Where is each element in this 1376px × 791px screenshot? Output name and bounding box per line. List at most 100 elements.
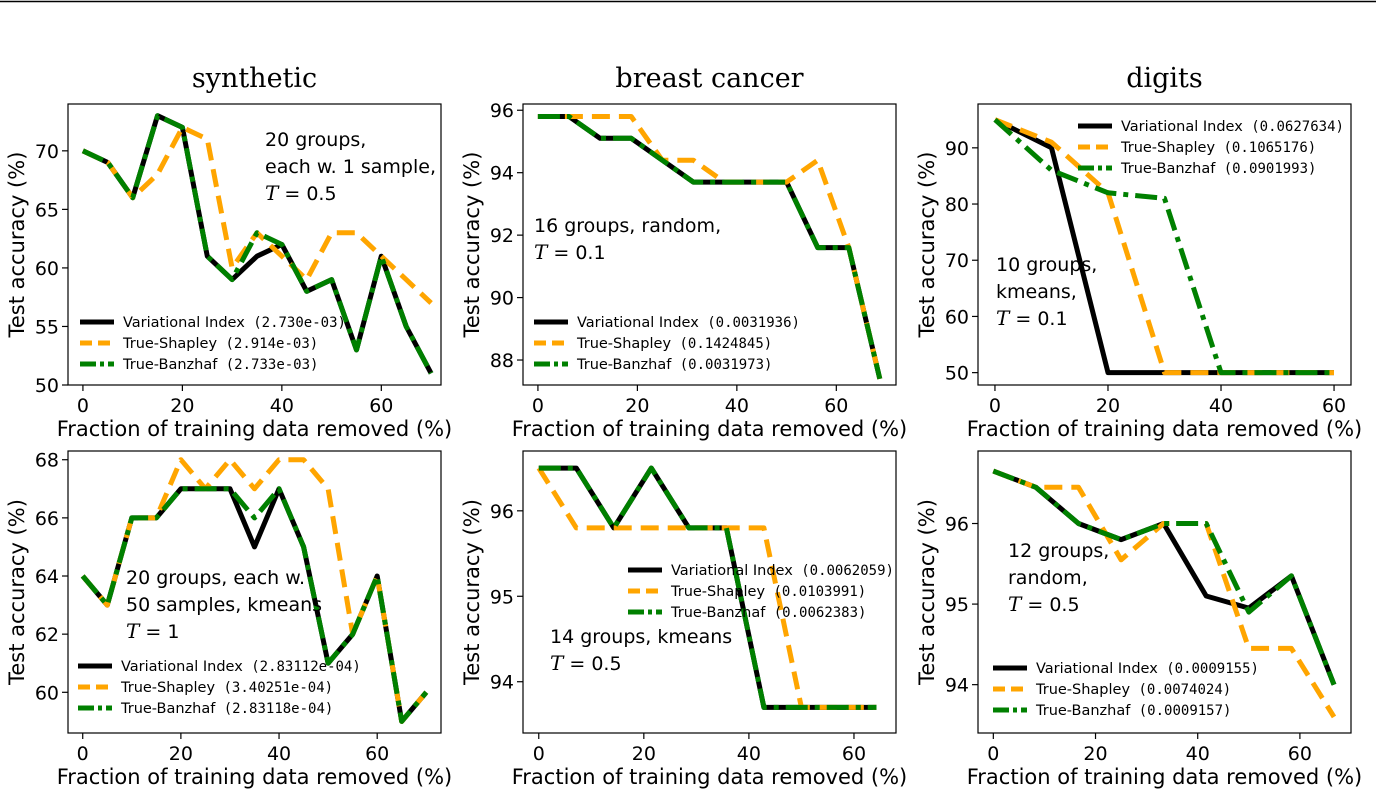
annotation-threshold: T = 0.5 — [265, 181, 337, 205]
y-tick-label: 60 — [35, 258, 59, 280]
x-axis-label: Fraction of training data removed (%) — [512, 765, 908, 789]
x-tick-label: 0 — [987, 743, 999, 765]
threshold-symbol: T — [550, 651, 565, 675]
annotation-text: 12 groups, — [1008, 540, 1109, 562]
y-axis-label: Test accuracy (%) — [915, 152, 939, 339]
y-axis-label: Test accuracy (%) — [5, 499, 29, 686]
legend-entry: True-Banzhaf (0.0009157) — [1035, 703, 1231, 719]
axes-frame — [977, 450, 1352, 734]
threshold-value: = 0.1 — [1009, 308, 1067, 330]
series-line-true-banzhaf — [538, 465, 877, 710]
x-tick-label: 20 — [632, 743, 656, 765]
y-tick-label: 94 — [945, 675, 969, 697]
x-tick-label: 60 — [1288, 743, 1312, 765]
y-tick-label: 96 — [490, 501, 514, 523]
legend-series-value: (0.1424845) — [671, 336, 772, 352]
y-tick-label: 94 — [490, 163, 514, 185]
legend-entry: True-Banzhaf (2.733e-03) — [122, 357, 318, 373]
axes-frame — [67, 103, 442, 386]
legend-series-name: True-Banzhaf — [122, 357, 218, 373]
annotation-text: random, — [1008, 567, 1088, 589]
x-tick-label: 0 — [77, 743, 89, 765]
y-axis-label: Test accuracy (%) — [460, 152, 484, 339]
y-tick-label: 62 — [35, 624, 59, 646]
x-tick-label: 60 — [1322, 395, 1346, 417]
threshold-value: = 0.5 — [1021, 594, 1079, 616]
x-tick-label: 20 — [170, 395, 194, 417]
x-tick-label: 20 — [169, 743, 193, 765]
legend-entry: Variational Index (0.0009155) — [1036, 661, 1259, 677]
legend-series-value: (0.0031936) — [699, 315, 800, 331]
threshold-value: = 0.5 — [278, 183, 336, 205]
threshold-symbol: T — [1008, 592, 1023, 616]
x-tick-label: 40 — [1209, 395, 1233, 417]
x-tick-label: 0 — [533, 743, 545, 765]
legend-series-value: (0.0009155) — [1158, 661, 1259, 677]
legend-entry: True-Shapley (0.0103991) — [670, 584, 866, 600]
x-axis-label: Fraction of training data removed (%) — [57, 765, 453, 789]
legend-series-value: (2.733e-03) — [217, 357, 318, 373]
threshold-value: = 0.1 — [547, 242, 605, 264]
x-axis-label: Fraction of training data removed (%) — [512, 417, 908, 441]
x-tick-label: 40 — [1186, 743, 1210, 765]
series-line-variational-index — [993, 117, 1334, 376]
legend-series-name: True-Banzhaf — [1035, 703, 1131, 719]
legend-series-name: True-Shapley — [670, 584, 765, 600]
threshold-value: = 0.5 — [563, 653, 621, 675]
y-tick-label: 80 — [945, 194, 969, 216]
legend-entry: Variational Index (0.0031936) — [577, 315, 800, 331]
legend-series-name: True-Banzhaf — [120, 701, 216, 717]
subplot-5: 0 20 40 60 94 95 96 Fraction of training data r… — [460, 450, 908, 789]
x-tick-label: 40 — [267, 743, 291, 765]
y-tick-label: 95 — [945, 594, 969, 616]
legend-series-name: Variational Index — [577, 315, 699, 331]
x-tick-label: 40 — [725, 395, 749, 417]
legend-entry: True-Banzhaf (0.0901993) — [1120, 161, 1316, 177]
series-line-variational-index — [81, 113, 434, 375]
subplot-title: synthetic — [192, 63, 317, 94]
legend-series-value: (0.0074024) — [1130, 682, 1231, 698]
x-tick-label: 20 — [1083, 743, 1107, 765]
legend-entry: True-Shapley (3.40251e-04) — [120, 680, 333, 696]
series-line-true-banzhaf — [993, 117, 1334, 376]
annotation-text: 14 groups, kmeans — [550, 626, 732, 648]
x-axis-label: Fraction of training data removed (%) — [57, 417, 453, 441]
legend-entry: Variational Index (2.730e-03) — [123, 315, 346, 331]
y-tick-label: 66 — [35, 508, 59, 530]
y-axis-label: Test accuracy (%) — [5, 152, 29, 339]
axes-frame — [977, 103, 1352, 386]
x-axis-label: Fraction of training data removed (%) — [967, 765, 1363, 789]
legend-entry: True-Shapley (2.914e-03) — [122, 336, 318, 352]
legend-series-name: True-Shapley — [122, 336, 217, 352]
annotation-text: 20 groups, each w. — [126, 567, 305, 589]
threshold-value: = 1 — [139, 621, 179, 643]
series-line-true-shapley — [81, 124, 433, 305]
subplot-1: synthetic 0 20 40 60 50 55 60 65 70 Fraction of tr… — [5, 63, 452, 441]
annotation-threshold: T = 0.1 — [996, 306, 1068, 330]
legend-series-value: (2.730e-03) — [245, 315, 346, 331]
y-tick-label: 50 — [35, 375, 59, 397]
y-tick-label: 65 — [35, 199, 59, 221]
x-tick-label: 40 — [270, 395, 294, 417]
annotation-text: each w. 1 sample, — [265, 156, 436, 178]
x-tick-label: 60 — [369, 395, 393, 417]
legend-entry: True-Shapley (0.0074024) — [1035, 682, 1231, 698]
annotation-threshold: T = 0.5 — [550, 651, 622, 675]
y-tick-label: 60 — [35, 682, 59, 704]
legend-series-value: (0.0031973) — [671, 357, 772, 373]
y-tick-label: 96 — [945, 514, 969, 536]
legend-series-name: True-Shapley — [1035, 682, 1130, 698]
legend-series-name: Variational Index — [671, 563, 793, 579]
axes-frame — [522, 450, 897, 734]
axes-frame — [522, 103, 897, 386]
series-line-true-banzhaf — [992, 468, 1337, 686]
legend-series-value: (3.40251e-04) — [215, 680, 333, 696]
subplot-4: 0 20 40 60 60 62 64 66 68 Fraction of training da… — [5, 450, 452, 789]
y-tick-label: 94 — [490, 672, 514, 694]
series-line-true-shapley — [992, 468, 1337, 719]
y-tick-label: 64 — [35, 566, 59, 588]
legend-series-value: (0.0627634) — [1243, 119, 1344, 135]
legend-series-value: (0.0009157) — [1130, 703, 1231, 719]
annotation-threshold: T = 0.1 — [534, 240, 606, 264]
